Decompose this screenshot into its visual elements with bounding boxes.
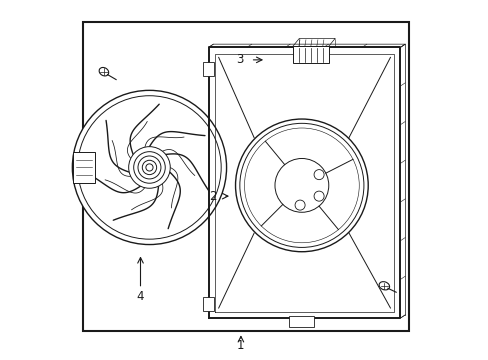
Circle shape [313, 170, 324, 180]
Bar [292, 46, 328, 63]
Ellipse shape [378, 282, 389, 290]
Circle shape [294, 200, 305, 210]
Bar [203, 62, 214, 76]
Ellipse shape [99, 67, 108, 76]
Text: 2: 2 [209, 190, 216, 203]
Circle shape [239, 123, 363, 247]
Circle shape [138, 156, 161, 179]
Circle shape [313, 191, 324, 201]
Bar [203, 297, 214, 311]
Text: 3: 3 [236, 53, 243, 66]
Bar [83, 22, 408, 330]
Circle shape [145, 164, 153, 171]
Circle shape [274, 158, 328, 212]
Circle shape [142, 160, 156, 175]
Circle shape [235, 119, 367, 252]
FancyBboxPatch shape [73, 152, 95, 183]
Circle shape [244, 128, 359, 243]
Text: 1: 1 [237, 339, 244, 352]
Circle shape [128, 147, 170, 188]
Circle shape [72, 90, 226, 244]
Bar [289, 316, 314, 327]
Circle shape [133, 152, 165, 183]
Text: 4: 4 [137, 290, 144, 303]
Circle shape [78, 96, 221, 239]
